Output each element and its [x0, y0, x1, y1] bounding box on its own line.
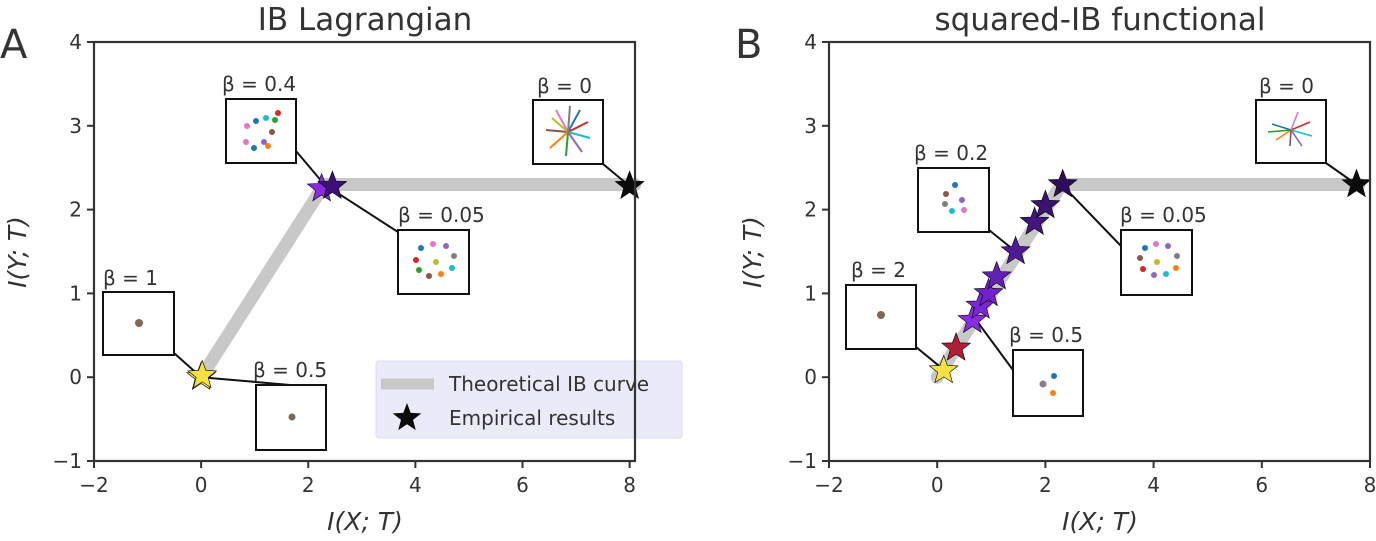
cluster-dots — [1039, 373, 1057, 396]
panel-a: A IB Lagrangian β = 1 β = 0.5 β = 0.4 — [0, 2, 683, 536]
empirical-star — [1047, 168, 1078, 198]
cluster-dot — [135, 319, 143, 327]
cluster-dots — [942, 182, 967, 214]
panel-a-inset-beta-0.05: β = 0.05 — [397, 203, 485, 295]
inset-label: β = 0.5 — [1009, 323, 1083, 347]
empirical-star — [1341, 168, 1372, 198]
panel-b-inset-beta-0.2: β = 0.2 — [914, 141, 990, 233]
panel-a-ylabel: I(Y; T) — [3, 216, 32, 288]
x-tick-label: 2 — [1039, 473, 1052, 497]
x-tick-label: 6 — [1255, 473, 1268, 497]
inset-label: β = 0.05 — [1120, 203, 1207, 227]
cluster-dot — [877, 311, 885, 319]
panel-a-inset-beta-1: β = 1 — [102, 266, 175, 356]
cluster-ring — [413, 241, 457, 279]
inset-label: β = 2 — [851, 258, 906, 282]
empirical-star — [187, 359, 218, 389]
cluster-dot — [288, 413, 296, 421]
y-tick-label: −1 — [53, 449, 82, 473]
panel-a-letter: A — [0, 22, 28, 68]
y-tick-label: 2 — [69, 198, 82, 222]
y-tick-label: 0 — [804, 365, 817, 389]
x-tick-label: 0 — [931, 473, 944, 497]
empirical-star — [973, 277, 1004, 307]
inset-label: β = 0 — [537, 74, 592, 98]
panel-b-xlabel: I(X; T) — [1062, 507, 1138, 536]
empirical-star — [614, 170, 645, 200]
y-tick-label: −1 — [788, 449, 817, 473]
y-tick-label: 4 — [69, 30, 82, 54]
inset-leader-line — [974, 317, 1014, 371]
x-tick-label: 2 — [302, 473, 315, 497]
panel-a-inset-beta-0: β = 0 — [532, 74, 604, 165]
panel-b-inset-beta-2: β = 2 — [845, 258, 917, 350]
panel-b-letter: B — [735, 22, 762, 68]
legend-star-icon — [392, 403, 422, 431]
y-tick-label: 1 — [804, 281, 817, 305]
x-tick-label: 4 — [409, 473, 422, 497]
legend-entry-curve: Theoretical IB curve — [448, 372, 649, 396]
empirical-star — [1000, 235, 1031, 265]
panel-a-title: IB Lagrangian — [258, 2, 473, 38]
x-tick-label: 8 — [623, 473, 636, 497]
panel-a-xlabel: I(X; T) — [327, 507, 403, 536]
cluster-ring — [1137, 241, 1180, 278]
panel-b-empirical-stars — [928, 168, 1372, 384]
panel-b-title: squared-IB functional — [935, 2, 1266, 38]
inset-label: β = 1 — [103, 266, 158, 290]
panel-b-ylabel: I(Y; T) — [738, 216, 767, 288]
panel-a-axes: −2 0 2 4 6 8 −1 0 1 2 3 4 — [53, 30, 637, 497]
y-tick-label: 3 — [804, 114, 817, 138]
panel-b: B squared-IB functional β = 2 β = 0.5 β … — [735, 2, 1376, 536]
y-tick-label: 1 — [69, 281, 82, 305]
axes-frame — [92, 40, 637, 463]
x-tick-label: 6 — [516, 473, 529, 497]
x-tick-label: −2 — [814, 473, 843, 497]
x-tick-label: −2 — [79, 473, 108, 497]
inset-label: β = 0.4 — [222, 72, 296, 96]
legend-box — [375, 360, 683, 439]
cluster-ring — [243, 110, 281, 151]
empirical-star — [928, 354, 959, 384]
panel-b-inset-beta-0.5: β = 0.5 — [1009, 323, 1084, 417]
panel-a-empirical-stars — [186, 170, 645, 390]
inset-leader-line — [915, 346, 944, 370]
inset-label: β = 0.2 — [914, 141, 988, 165]
inset-leader-line — [201, 376, 291, 386]
panel-b-inset-beta-0: β = 0 — [1255, 74, 1327, 164]
inset-label: β = 0.5 — [253, 358, 327, 382]
empirical-star — [941, 332, 972, 361]
empirical-star — [1019, 206, 1050, 235]
inset-label: β = 0.05 — [398, 203, 485, 227]
panel-b-axes: −2 0 2 4 6 8 −1 0 1 2 3 4 — [788, 30, 1376, 497]
x-tick-label: 0 — [195, 473, 208, 497]
panel-a-inset-beta-0.5: β = 0.5 — [253, 358, 327, 451]
y-tick-label: 3 — [69, 114, 82, 138]
y-tick-label: 0 — [69, 365, 82, 389]
inset-leader-line — [1060, 183, 1122, 247]
empirical-star — [957, 304, 988, 334]
empirical-star — [981, 260, 1012, 290]
x-tick-label: 4 — [1147, 473, 1160, 497]
spiky-cluster — [545, 105, 591, 157]
legend: Theoretical IB curve Empirical results — [375, 360, 683, 439]
empirical-star — [1030, 189, 1061, 219]
y-tick-label: 2 — [804, 198, 817, 222]
spiky-cluster — [1267, 111, 1313, 147]
legend-entry-empirical: Empirical results — [449, 406, 615, 430]
x-tick-label: 8 — [1364, 473, 1376, 497]
panel-a-inset-beta-0.4: β = 0.4 — [222, 72, 297, 164]
panel-b-inset-beta-0.05: β = 0.05 — [1120, 203, 1207, 296]
empirical-star — [317, 170, 348, 199]
axes-frame — [827, 40, 1372, 463]
inset-label: β = 0 — [1259, 74, 1314, 98]
y-tick-label: 4 — [804, 30, 817, 54]
